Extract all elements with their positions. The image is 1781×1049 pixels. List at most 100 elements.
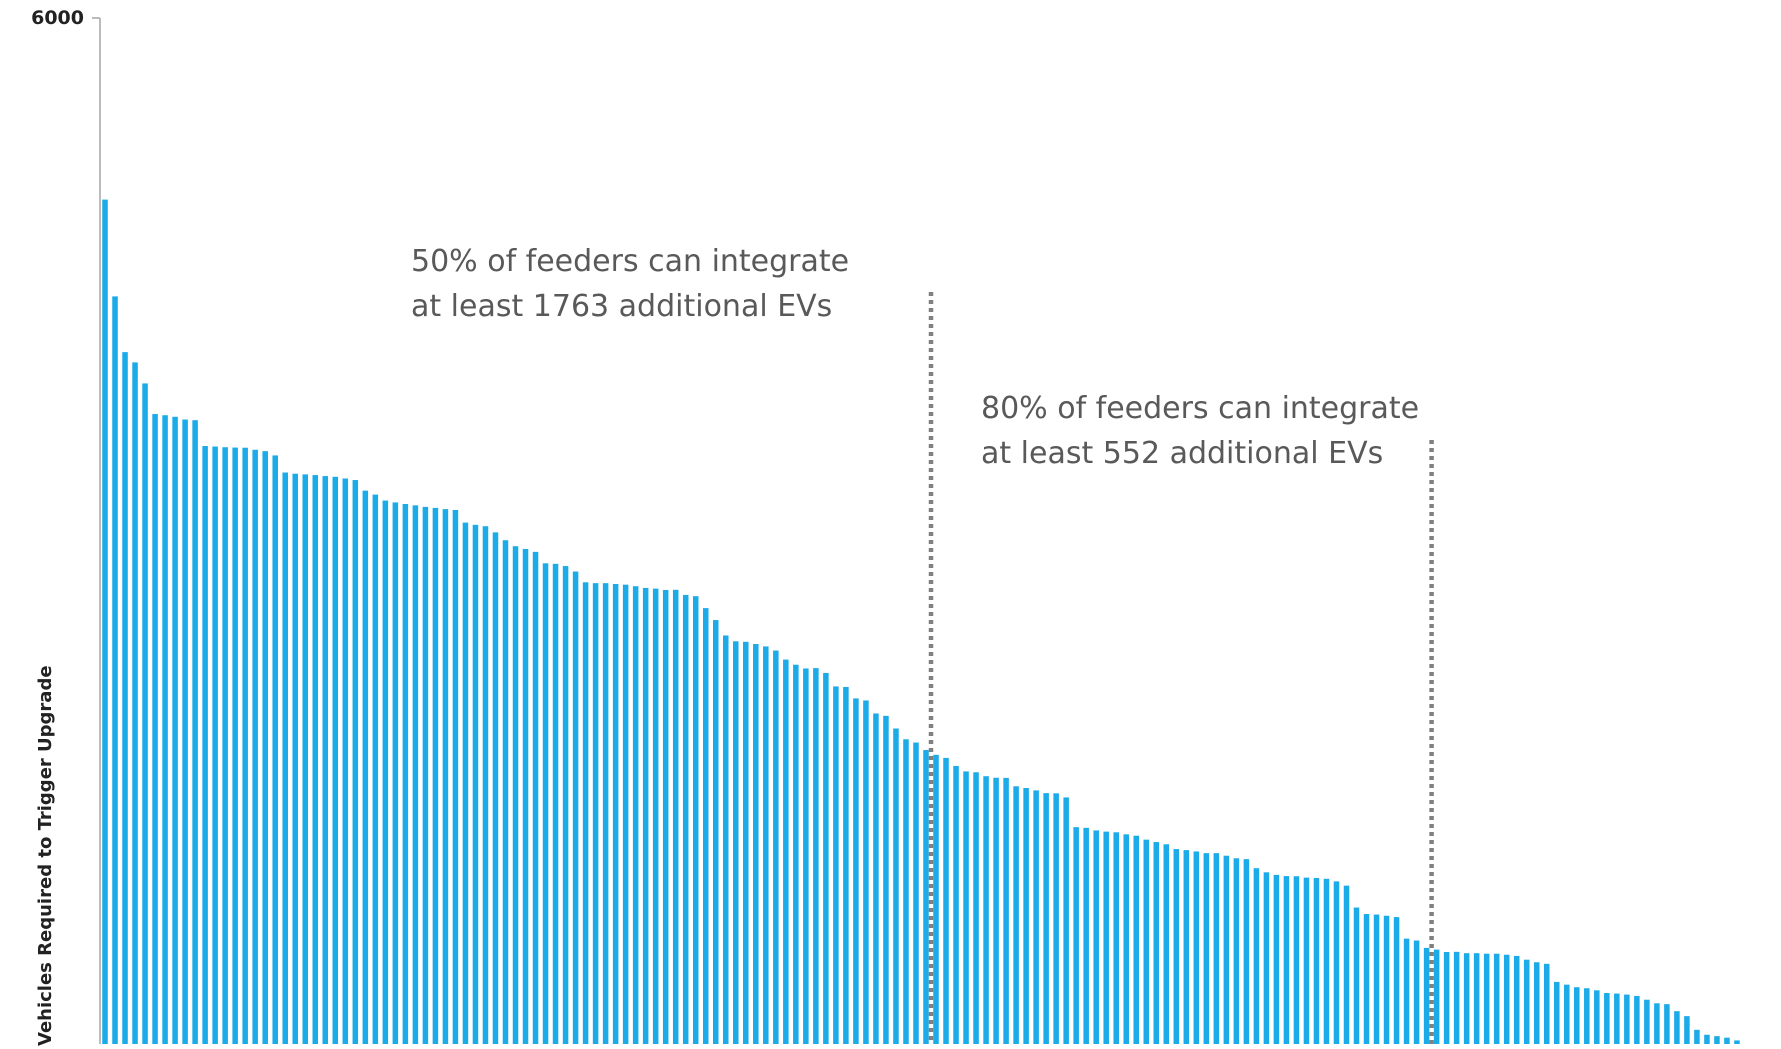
- bar: [1463, 953, 1470, 1044]
- bar: [1493, 953, 1500, 1044]
- bar: [442, 509, 449, 1044]
- bar: [632, 586, 639, 1044]
- bar: [793, 664, 799, 1044]
- bar: [432, 507, 439, 1044]
- bar: [1223, 855, 1230, 1044]
- bar: [1073, 827, 1079, 1044]
- bar: [1033, 790, 1039, 1044]
- bar: [292, 473, 298, 1045]
- bar: [582, 582, 589, 1044]
- bar: [893, 728, 899, 1044]
- bar-series: [102, 199, 1740, 1045]
- bar: [853, 698, 859, 1044]
- bar: [482, 526, 489, 1044]
- bar: [112, 296, 118, 1044]
- bar: [322, 476, 329, 1044]
- bar: [1383, 915, 1390, 1044]
- bar: [1584, 988, 1590, 1044]
- bar: [272, 455, 278, 1044]
- bar: [1473, 953, 1480, 1044]
- bar: [1173, 849, 1180, 1044]
- bar: [1433, 949, 1440, 1044]
- bar: [1604, 993, 1610, 1044]
- bar: [232, 447, 238, 1044]
- bar: [242, 447, 248, 1045]
- bar: [162, 415, 168, 1045]
- bar: [1704, 1034, 1710, 1044]
- bar: [963, 771, 969, 1044]
- bar: [412, 505, 419, 1045]
- bar: [833, 686, 839, 1044]
- bar: [132, 362, 138, 1044]
- bar: [1213, 853, 1220, 1044]
- bar: [282, 472, 288, 1044]
- bar: [1003, 777, 1009, 1044]
- bar: [1594, 990, 1600, 1044]
- bar: [712, 620, 719, 1044]
- bar: [352, 480, 359, 1044]
- annotation-50-line-2: at least 1763 additional EVs: [411, 289, 832, 324]
- bar: [312, 475, 319, 1045]
- bar: [522, 548, 529, 1044]
- bar: [1644, 999, 1650, 1044]
- bar: [843, 686, 849, 1044]
- bar: [452, 509, 459, 1045]
- bar: [612, 584, 619, 1044]
- bar: [1093, 830, 1099, 1044]
- bar: [342, 478, 349, 1044]
- bar: [622, 584, 629, 1044]
- bar: [1233, 858, 1240, 1044]
- bar: [1333, 881, 1340, 1044]
- bar: [1023, 788, 1029, 1044]
- bar: [1684, 1016, 1690, 1044]
- bar: [512, 546, 519, 1044]
- bar: [652, 588, 659, 1044]
- bar: [122, 352, 128, 1044]
- bar: [1123, 834, 1129, 1044]
- bar: [1533, 962, 1540, 1044]
- bar: [562, 566, 569, 1044]
- annotation-80-line-2: at least 552 additional EVs: [981, 436, 1383, 471]
- bar: [1013, 786, 1019, 1044]
- y-tick-label: 6000: [31, 7, 84, 29]
- bar: [102, 199, 108, 1045]
- bar: [1193, 851, 1200, 1044]
- bar: [723, 635, 729, 1044]
- bar: [1153, 842, 1160, 1044]
- bar: [1634, 995, 1640, 1044]
- bar: [682, 594, 689, 1044]
- bar: [1453, 951, 1460, 1044]
- bar: [913, 742, 919, 1044]
- bar: [1143, 839, 1150, 1044]
- bar: [1113, 832, 1119, 1044]
- bar: [1443, 952, 1450, 1044]
- bar: [1674, 1011, 1680, 1044]
- bar: [1614, 993, 1620, 1044]
- bar: [933, 754, 939, 1044]
- bar: [192, 420, 198, 1044]
- bar: [1253, 868, 1260, 1044]
- bar: [152, 414, 158, 1044]
- bar: [1203, 853, 1210, 1044]
- bar: [993, 777, 999, 1044]
- bar: [362, 490, 369, 1044]
- y-axis-title: Vehicles Required to Trigger Upgrade: [35, 665, 56, 1046]
- bar: [1574, 987, 1580, 1044]
- bar: [542, 563, 549, 1044]
- bar: [1694, 1029, 1700, 1044]
- bar: [172, 416, 178, 1044]
- bar: [883, 715, 889, 1044]
- bar: [1103, 831, 1109, 1044]
- bar: [382, 500, 389, 1044]
- bar: [823, 672, 829, 1044]
- bar: [1263, 872, 1270, 1044]
- bar: [1083, 827, 1089, 1044]
- bar: [1293, 876, 1300, 1044]
- bar: [662, 590, 669, 1044]
- bar: [532, 551, 539, 1044]
- bar: [1724, 1037, 1730, 1044]
- bar: [1053, 793, 1059, 1044]
- bar: [1513, 955, 1520, 1044]
- bar: [1393, 917, 1400, 1044]
- bar: [1624, 994, 1630, 1044]
